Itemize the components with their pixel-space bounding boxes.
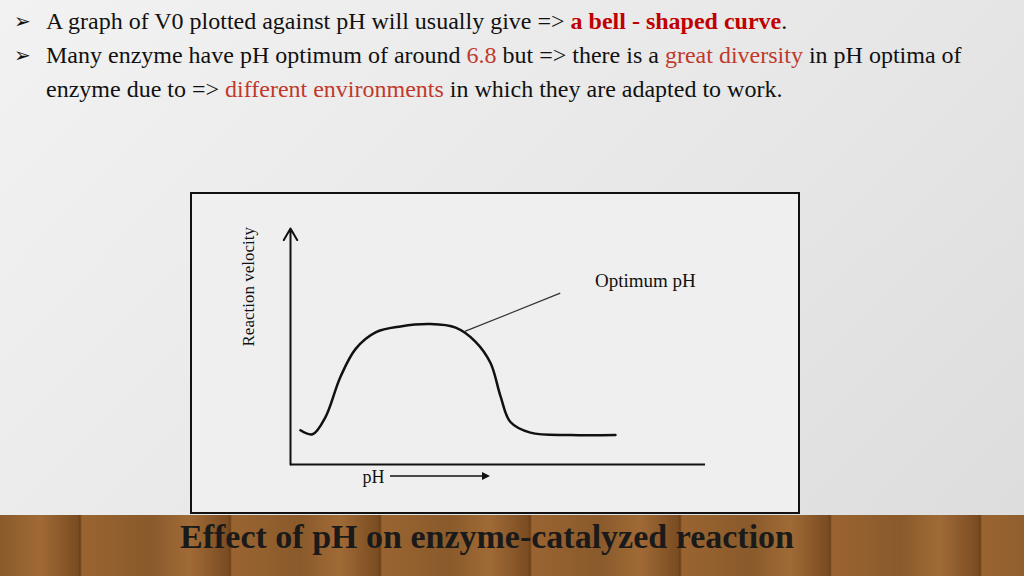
html-text:Many enzyme have pH optimum of: Many enzyme have pH optimum of around 6.… <box>46 42 962 102</box>
svg-text:pH: pH <box>363 467 385 487</box>
html-text:Effect of pH on enzyme-catalyz: Effect of pH on enzyme-catalyzed reactio… <box>180 518 794 555</box>
html-text:A graph of V0 plotted against: A graph of V0 plotted against pH will us… <box>46 8 788 34</box>
svg-text:Reaction velocity: Reaction velocity <box>239 227 258 347</box>
svg-text:Optimum pH: Optimum pH <box>595 270 696 291</box>
